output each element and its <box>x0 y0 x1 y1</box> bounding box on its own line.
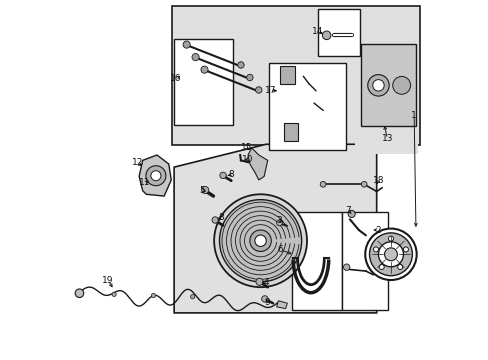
Polygon shape <box>360 44 415 126</box>
Circle shape <box>151 171 161 181</box>
Circle shape <box>75 289 83 297</box>
Circle shape <box>373 247 378 252</box>
Circle shape <box>145 166 165 186</box>
Polygon shape <box>283 123 298 141</box>
Circle shape <box>255 87 262 93</box>
Text: 10: 10 <box>242 155 253 164</box>
Circle shape <box>397 265 402 270</box>
Text: 1: 1 <box>410 111 416 120</box>
Circle shape <box>261 296 267 302</box>
Circle shape <box>214 194 306 287</box>
Text: 13: 13 <box>381 134 392 143</box>
Text: 11: 11 <box>139 178 151 187</box>
Text: 17: 17 <box>264 86 275 95</box>
Circle shape <box>151 293 155 298</box>
Polygon shape <box>276 301 287 309</box>
Polygon shape <box>280 66 294 84</box>
Text: 2: 2 <box>375 225 381 234</box>
FancyBboxPatch shape <box>172 6 419 145</box>
Circle shape <box>387 236 393 241</box>
FancyBboxPatch shape <box>317 9 359 56</box>
Circle shape <box>183 41 190 48</box>
Circle shape <box>369 233 411 276</box>
Text: 15: 15 <box>241 143 252 152</box>
Text: 6: 6 <box>277 245 283 254</box>
Circle shape <box>384 248 397 261</box>
Text: 18: 18 <box>372 176 384 185</box>
Circle shape <box>343 264 349 270</box>
FancyBboxPatch shape <box>292 212 342 310</box>
Circle shape <box>347 210 354 217</box>
Circle shape <box>255 278 263 285</box>
Text: 12: 12 <box>131 158 142 167</box>
Circle shape <box>220 172 226 179</box>
Text: 7: 7 <box>345 206 350 215</box>
Circle shape <box>372 80 384 91</box>
Circle shape <box>361 181 366 187</box>
Text: 4: 4 <box>263 278 268 287</box>
Circle shape <box>201 66 207 73</box>
Circle shape <box>201 186 208 194</box>
Circle shape <box>392 76 410 94</box>
Circle shape <box>367 75 388 96</box>
Text: 8: 8 <box>227 170 233 179</box>
Circle shape <box>378 242 403 267</box>
Circle shape <box>365 229 416 280</box>
Circle shape <box>403 247 407 252</box>
Circle shape <box>254 235 266 247</box>
Text: 3: 3 <box>276 216 282 225</box>
Circle shape <box>190 294 194 299</box>
Text: 16: 16 <box>170 74 181 83</box>
Circle shape <box>212 217 218 223</box>
Circle shape <box>276 220 282 226</box>
FancyBboxPatch shape <box>174 39 232 125</box>
Text: 5: 5 <box>199 185 204 194</box>
FancyBboxPatch shape <box>342 212 387 310</box>
Polygon shape <box>354 37 417 154</box>
Circle shape <box>112 292 116 297</box>
FancyBboxPatch shape <box>268 63 345 150</box>
Text: 8: 8 <box>218 213 224 222</box>
Circle shape <box>237 62 244 68</box>
Circle shape <box>219 200 301 282</box>
Polygon shape <box>174 144 376 313</box>
Polygon shape <box>247 148 267 180</box>
Circle shape <box>322 31 330 40</box>
Circle shape <box>379 265 384 270</box>
Text: 19: 19 <box>102 275 114 284</box>
Text: 14: 14 <box>311 27 323 36</box>
Text: 9: 9 <box>264 298 270 307</box>
Polygon shape <box>139 155 171 196</box>
Circle shape <box>246 74 253 81</box>
Circle shape <box>320 181 325 187</box>
Circle shape <box>249 230 271 251</box>
Circle shape <box>192 54 199 61</box>
